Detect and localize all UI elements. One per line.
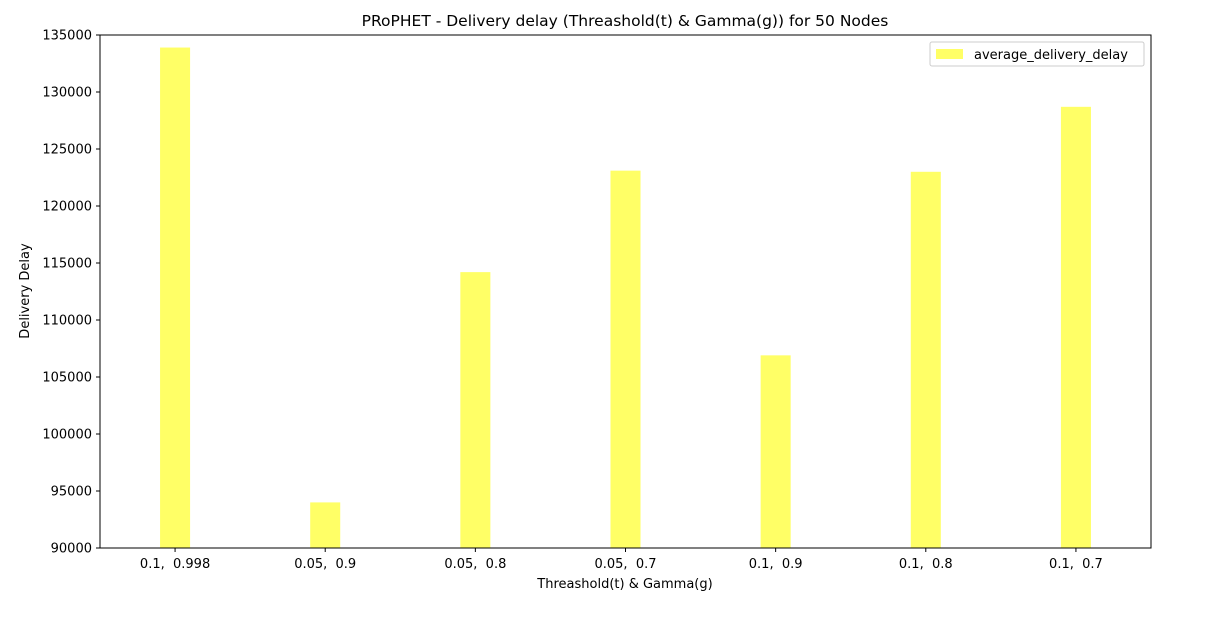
y-tick-label: 120000 bbox=[42, 200, 92, 215]
x-tick-label: 0.1, 0.998 bbox=[140, 557, 210, 572]
x-axis-ticks: 0.1, 0.998 0.05, 0.9 0.05, 0.8 0.05, 0.7 0.1… bbox=[140, 548, 1103, 572]
bar-4 bbox=[610, 170, 641, 548]
y-tick-label: 90000 bbox=[51, 542, 92, 557]
bar-2 bbox=[310, 502, 341, 548]
y-tick-label: 105000 bbox=[42, 371, 92, 386]
y-axis-ticks: 90000 95000 100000 105000 110000 115000 120000… bbox=[42, 29, 100, 557]
legend: average_delivery_delay bbox=[929, 41, 1145, 67]
bar-6 bbox=[910, 171, 941, 549]
bar-5 bbox=[760, 355, 791, 548]
bars-layer bbox=[160, 47, 1091, 549]
y-tick-label: 110000 bbox=[42, 314, 92, 329]
x-tick-label: 0.05, 0.9 bbox=[294, 557, 356, 572]
bar-3 bbox=[460, 272, 491, 548]
x-axis-label: Threashold(t) & Gamma(g) bbox=[536, 577, 712, 592]
y-tick-label: 125000 bbox=[42, 143, 92, 158]
legend-swatch bbox=[936, 49, 963, 59]
y-tick-label: 100000 bbox=[42, 428, 92, 443]
y-tick-label: 130000 bbox=[42, 86, 92, 101]
x-tick-label: 0.1, 0.9 bbox=[749, 557, 803, 572]
x-tick-label: 0.05, 0.7 bbox=[594, 557, 656, 572]
y-tick-label: 135000 bbox=[42, 29, 92, 44]
bar-1 bbox=[160, 47, 191, 548]
y-tick-label: 115000 bbox=[42, 257, 92, 272]
x-tick-label: 0.1, 0.8 bbox=[899, 557, 953, 572]
plot-area-frame bbox=[99, 34, 1152, 549]
y-tick-label: 95000 bbox=[51, 485, 92, 500]
chart-title: PRoPHET - Delivery delay (Threashold(t) … bbox=[362, 12, 889, 30]
x-tick-label: 0.1, 0.7 bbox=[1049, 557, 1103, 572]
legend-box bbox=[929, 41, 1145, 67]
bar-7 bbox=[1060, 106, 1091, 548]
legend-label: average_delivery_delay bbox=[974, 48, 1128, 63]
x-tick-label: 0.05, 0.8 bbox=[444, 557, 506, 572]
y-axis-label: Delivery Delay bbox=[18, 243, 33, 339]
